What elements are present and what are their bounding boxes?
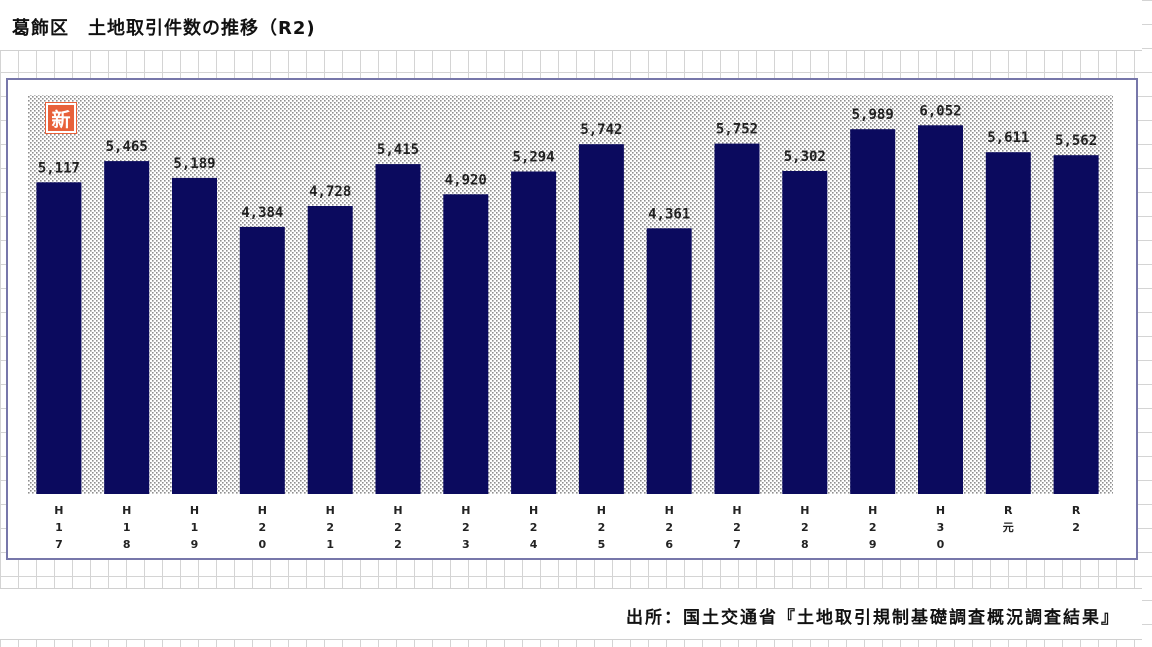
value-label-H23: 4,920 (445, 172, 487, 188)
source-note: 出所：国土交通省『土地取引規制基礎調査概況調査結果』 (626, 608, 1120, 628)
value-label-H24: 5,294 (513, 150, 555, 166)
value-label-H22: 5,415 (377, 142, 419, 158)
bar-H20 (239, 226, 285, 494)
bar-H27 (714, 143, 760, 494)
value-label-H19: 5,189 (173, 156, 215, 172)
value-label-H26: 4,361 (648, 206, 690, 222)
value-label-H20: 4,384 (241, 205, 283, 221)
value-label-H21: 4,728 (309, 184, 351, 200)
value-label-H25: 5,742 (580, 122, 622, 138)
chart-title: 葛飾区 土地取引件数の推移（R2) (12, 18, 316, 39)
bar-H22 (375, 164, 421, 494)
category-labels-group: H 1 7 H 1 8 H 1 9 H 2 0 H 2 1 H 2 2 H 2 3 H 2 4 H 2 5 H 2 6 H 2 7 H 2 8 H 2 9 H… (54, 504, 1081, 551)
bar-R2 (1053, 155, 1099, 494)
value-label-H28: 5,302 (784, 149, 826, 165)
value-label-R元: 5,611 (987, 130, 1029, 146)
bar-H24 (511, 171, 557, 494)
value-label-R2: 5,562 (1055, 133, 1097, 149)
bar-H29 (850, 129, 896, 494)
source-band: 出所：国土交通省『土地取引規制基礎調査概況調査結果』 (0, 588, 1142, 640)
bar-H18 (104, 161, 150, 494)
bar-H21 (307, 206, 353, 494)
bars-group (36, 125, 1099, 495)
value-label-H30: 6,052 (919, 103, 961, 119)
bar-H23 (443, 194, 489, 495)
value-label-H17: 5,117 (38, 160, 80, 176)
bar-H26 (646, 228, 692, 495)
bar-H19 (172, 177, 217, 494)
bar-H17 (36, 182, 82, 495)
title-band: 葛飾区 土地取引件数の推移（R2) (0, 0, 1142, 51)
value-labels-group: 5,117 5,465 5,189 4,384 4,728 5,415 4,920 5,294… (38, 103, 1097, 222)
value-label-H29: 5,989 (852, 107, 894, 123)
new-badge: 新 (45, 102, 77, 134)
bar-R元 (985, 152, 1031, 494)
bar-H28 (782, 171, 828, 494)
bar-H25 (578, 144, 624, 494)
value-label-H27: 5,752 (716, 122, 758, 138)
value-label-H18: 5,465 (106, 139, 148, 155)
bar-H30 (918, 125, 963, 495)
